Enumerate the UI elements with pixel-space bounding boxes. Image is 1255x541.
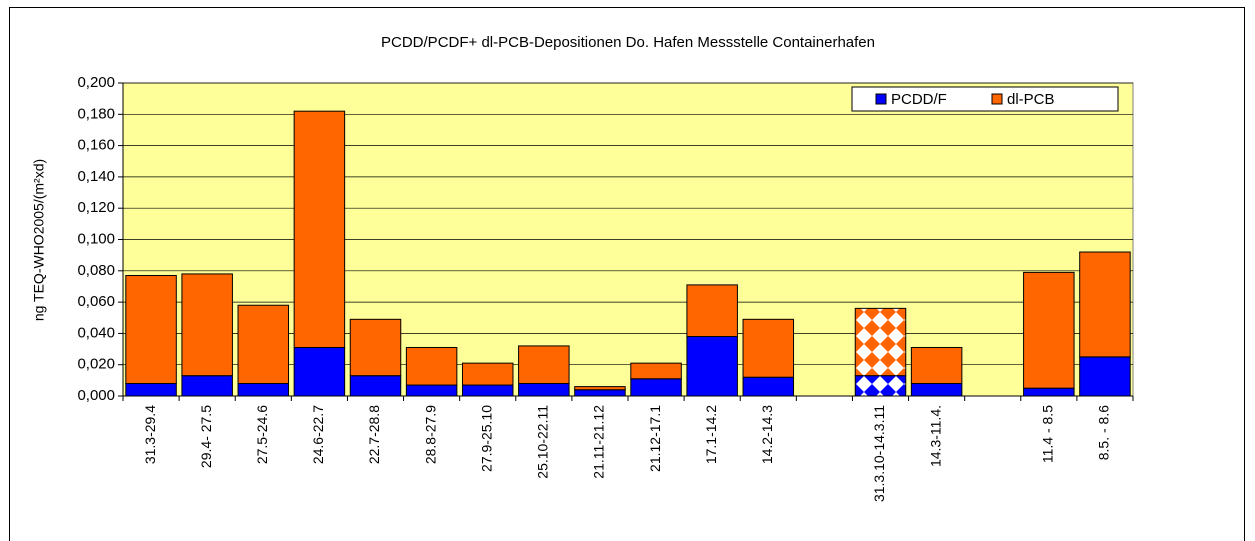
y-tick-label: 0,120 bbox=[77, 199, 115, 216]
bar-segment bbox=[574, 389, 626, 397]
bar-segment bbox=[1023, 271, 1075, 389]
y-tick-label: 0,080 bbox=[77, 262, 115, 279]
bar-segment bbox=[854, 307, 907, 377]
x-tick-label: 31.3-29.4 bbox=[142, 405, 158, 464]
bar-segment bbox=[910, 346, 963, 384]
bar-segment bbox=[125, 274, 177, 384]
bar-segment bbox=[125, 382, 177, 397]
chart-title: PCDD/PCDF+ dl-PCB-Depositionen Do. Hafen… bbox=[381, 34, 875, 51]
legend-box bbox=[851, 86, 1119, 112]
x-tick-label: 21.11-21.12 bbox=[591, 405, 607, 479]
bar-segment bbox=[461, 384, 514, 397]
x-tick-label: 17.1-14.2 bbox=[703, 405, 719, 464]
y-tick-label: 0,180 bbox=[77, 105, 115, 122]
bar-segment bbox=[518, 382, 570, 397]
x-tick-label: 8.5. - 8.6 bbox=[1096, 405, 1112, 460]
x-tick-label: 29.4- 27.5 bbox=[198, 405, 214, 468]
legend-swatch bbox=[875, 93, 887, 105]
x-tick-label: 14.2-14.3 bbox=[759, 405, 775, 464]
x-tick-label: 27.9-25.10 bbox=[478, 405, 494, 472]
x-tick-label: 25.10-22.11 bbox=[535, 405, 551, 479]
bar-segment bbox=[630, 378, 682, 397]
y-tick-label: 0,140 bbox=[77, 168, 115, 185]
bar-segment bbox=[574, 386, 626, 391]
bar-segment bbox=[1079, 251, 1131, 358]
x-tick-label: 27.5-24.6 bbox=[254, 405, 270, 464]
bar-segment bbox=[854, 375, 907, 397]
x-tick-label: 21.12-17.1 bbox=[647, 405, 663, 472]
bar-segment bbox=[461, 362, 514, 386]
y-tick-label: 0,040 bbox=[77, 324, 115, 341]
bar-segment bbox=[349, 318, 402, 377]
bar-segment bbox=[237, 304, 290, 384]
x-tick-label: 28.8-27.9 bbox=[422, 405, 438, 464]
y-tick-label: 0,200 bbox=[77, 74, 115, 91]
y-tick-label: 0,060 bbox=[77, 293, 115, 310]
bar-segment bbox=[349, 375, 402, 397]
y-tick-label: 0,020 bbox=[77, 356, 115, 373]
bar-segment bbox=[181, 375, 233, 397]
legend-label: PCDD/F bbox=[891, 91, 947, 108]
bar-segment bbox=[237, 382, 290, 397]
bar-segment bbox=[742, 318, 795, 378]
y-tick-label: 0,100 bbox=[77, 230, 115, 247]
y-axis-label: ng TEQ-WHO2005/(m²xd) bbox=[31, 159, 47, 321]
x-tick-label: 24.6-22.7 bbox=[310, 405, 326, 464]
bar-segment bbox=[293, 110, 346, 348]
bar-segment bbox=[686, 336, 738, 397]
bar-segment bbox=[181, 273, 233, 377]
bar-segment bbox=[910, 382, 963, 397]
bar-segment bbox=[518, 345, 570, 384]
bar-segment bbox=[405, 346, 458, 386]
bar-segment bbox=[686, 284, 738, 338]
bar-segment bbox=[1079, 356, 1131, 397]
x-tick-label: 11.4 - 8.5 bbox=[1040, 405, 1056, 463]
y-tick-label: 0,160 bbox=[77, 137, 115, 154]
x-tick-label: 14.3-11.4. bbox=[927, 405, 943, 467]
legend-swatch bbox=[991, 93, 1003, 105]
bar-segment bbox=[405, 384, 458, 397]
bar-segment bbox=[293, 346, 346, 397]
legend-label: dl-PCB bbox=[1007, 91, 1055, 108]
bar-segment bbox=[742, 376, 795, 397]
bar-segment bbox=[630, 362, 682, 380]
bar-segment bbox=[1023, 387, 1075, 397]
x-tick-label: 31.3.10-14.3.11 bbox=[871, 405, 887, 502]
x-tick-label: 22.7-28.8 bbox=[366, 405, 382, 464]
y-tick-label: 0,000 bbox=[77, 387, 115, 404]
